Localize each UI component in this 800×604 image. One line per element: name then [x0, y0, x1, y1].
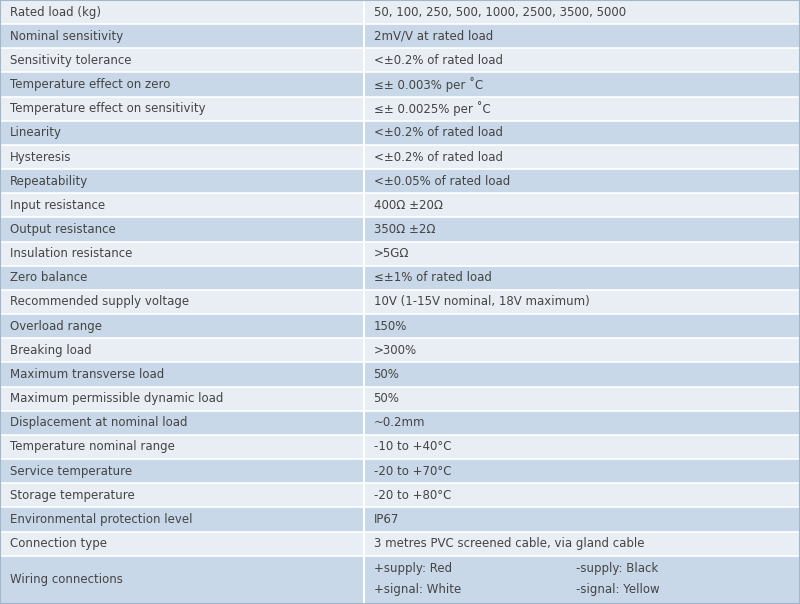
- Text: -10 to +40°C: -10 to +40°C: [374, 440, 451, 454]
- Text: Wiring connections: Wiring connections: [10, 573, 122, 586]
- Text: 10V (1-15V nominal, 18V maximum): 10V (1-15V nominal, 18V maximum): [374, 295, 590, 309]
- Bar: [364, 24, 800, 48]
- Text: Rated load (kg): Rated load (kg): [10, 5, 101, 19]
- Text: -signal: Yellow: -signal: Yellow: [576, 583, 660, 596]
- Text: Insulation resistance: Insulation resistance: [10, 247, 132, 260]
- Bar: [364, 387, 800, 411]
- Text: Recommended supply voltage: Recommended supply voltage: [10, 295, 189, 309]
- Text: Temperature effect on zero: Temperature effect on zero: [10, 78, 170, 91]
- Text: Maximum transverse load: Maximum transverse load: [10, 368, 164, 381]
- Bar: [0, 145, 364, 169]
- Text: -supply: Black: -supply: Black: [576, 562, 658, 576]
- Bar: [364, 338, 800, 362]
- Text: 3 metres PVC screened cable, via gland cable: 3 metres PVC screened cable, via gland c…: [374, 537, 644, 550]
- Bar: [0, 242, 364, 266]
- Text: ≤± 0.0025% per ˚C: ≤± 0.0025% per ˚C: [374, 101, 490, 116]
- Bar: [364, 242, 800, 266]
- Bar: [364, 507, 800, 532]
- Bar: [0, 435, 364, 459]
- Text: Storage temperature: Storage temperature: [10, 489, 134, 502]
- Bar: [0, 362, 364, 387]
- Text: IP67: IP67: [374, 513, 399, 526]
- Bar: [364, 556, 800, 604]
- Text: 50%: 50%: [374, 368, 399, 381]
- Text: Service temperature: Service temperature: [10, 464, 132, 478]
- Text: Overload range: Overload range: [10, 320, 102, 333]
- Text: -20 to +70°C: -20 to +70°C: [374, 464, 451, 478]
- Text: Temperature nominal range: Temperature nominal range: [10, 440, 174, 454]
- Bar: [364, 532, 800, 556]
- Text: Zero balance: Zero balance: [10, 271, 87, 284]
- Text: 50%: 50%: [374, 392, 399, 405]
- Bar: [364, 435, 800, 459]
- Text: Nominal sensitivity: Nominal sensitivity: [10, 30, 123, 43]
- Text: >300%: >300%: [374, 344, 417, 357]
- Text: Linearity: Linearity: [10, 126, 62, 140]
- Text: 400Ω ±20Ω: 400Ω ±20Ω: [374, 199, 442, 212]
- Bar: [0, 97, 364, 121]
- Text: >5GΩ: >5GΩ: [374, 247, 409, 260]
- Bar: [0, 121, 364, 145]
- Text: 2mV/V at rated load: 2mV/V at rated load: [374, 30, 493, 43]
- Bar: [0, 314, 364, 338]
- Bar: [0, 217, 364, 242]
- Bar: [0, 48, 364, 72]
- Text: Temperature effect on sensitivity: Temperature effect on sensitivity: [10, 102, 206, 115]
- Text: Connection type: Connection type: [10, 537, 106, 550]
- Text: 50, 100, 250, 500, 1000, 2500, 3500, 5000: 50, 100, 250, 500, 1000, 2500, 3500, 500…: [374, 5, 626, 19]
- Bar: [364, 121, 800, 145]
- Bar: [364, 48, 800, 72]
- Bar: [364, 362, 800, 387]
- Text: Input resistance: Input resistance: [10, 199, 105, 212]
- Bar: [0, 387, 364, 411]
- Text: +signal: White: +signal: White: [374, 583, 461, 596]
- Bar: [364, 483, 800, 507]
- Bar: [364, 314, 800, 338]
- Bar: [364, 72, 800, 97]
- Text: Environmental protection level: Environmental protection level: [10, 513, 192, 526]
- Bar: [364, 217, 800, 242]
- Text: <±0.05% of rated load: <±0.05% of rated load: [374, 175, 510, 188]
- Bar: [0, 193, 364, 217]
- Text: Repeatability: Repeatability: [10, 175, 88, 188]
- Bar: [0, 411, 364, 435]
- Bar: [364, 290, 800, 314]
- Text: Displacement at nominal load: Displacement at nominal load: [10, 416, 187, 429]
- Bar: [0, 24, 364, 48]
- Text: Sensitivity tolerance: Sensitivity tolerance: [10, 54, 131, 67]
- Bar: [364, 193, 800, 217]
- Bar: [364, 266, 800, 290]
- Bar: [0, 0, 364, 24]
- Bar: [364, 0, 800, 24]
- Text: -20 to +80°C: -20 to +80°C: [374, 489, 451, 502]
- Text: Breaking load: Breaking load: [10, 344, 91, 357]
- Bar: [364, 411, 800, 435]
- Text: 350Ω ±2Ω: 350Ω ±2Ω: [374, 223, 435, 236]
- Text: ≤±1% of rated load: ≤±1% of rated load: [374, 271, 491, 284]
- Bar: [0, 459, 364, 483]
- Text: +supply: Red: +supply: Red: [374, 562, 452, 576]
- Bar: [0, 290, 364, 314]
- Text: <±0.2% of rated load: <±0.2% of rated load: [374, 150, 502, 164]
- Bar: [0, 169, 364, 193]
- Bar: [0, 556, 364, 604]
- Bar: [364, 459, 800, 483]
- Bar: [0, 338, 364, 362]
- Text: Output resistance: Output resistance: [10, 223, 115, 236]
- Text: Hysteresis: Hysteresis: [10, 150, 71, 164]
- Bar: [0, 72, 364, 97]
- Text: ≤± 0.003% per ˚C: ≤± 0.003% per ˚C: [374, 77, 483, 92]
- Bar: [364, 97, 800, 121]
- Bar: [364, 169, 800, 193]
- Text: <±0.2% of rated load: <±0.2% of rated load: [374, 126, 502, 140]
- Bar: [0, 266, 364, 290]
- Bar: [0, 532, 364, 556]
- Text: <±0.2% of rated load: <±0.2% of rated load: [374, 54, 502, 67]
- Bar: [0, 483, 364, 507]
- Bar: [0, 507, 364, 532]
- Text: ~0.2mm: ~0.2mm: [374, 416, 425, 429]
- Bar: [364, 145, 800, 169]
- Text: Maximum permissible dynamic load: Maximum permissible dynamic load: [10, 392, 223, 405]
- Text: 150%: 150%: [374, 320, 407, 333]
